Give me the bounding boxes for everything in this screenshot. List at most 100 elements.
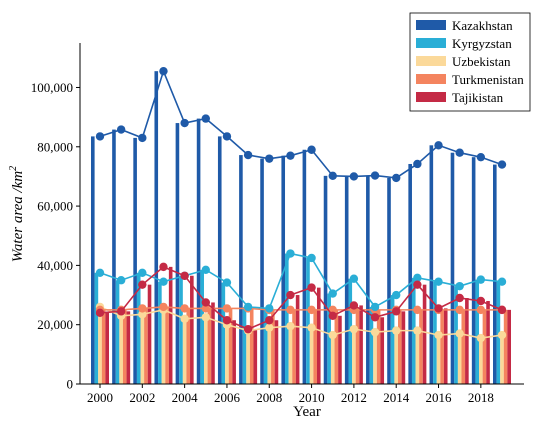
bar-tajikistan-2000 <box>105 312 109 384</box>
point-tajikistan-2008 <box>265 316 274 325</box>
y-axis-label-text: Water area /km <box>10 171 26 263</box>
point-tajikistan-2011 <box>328 311 337 320</box>
bar-kyrgyzstan-2003 <box>158 281 162 384</box>
bar-tajikistan-2018 <box>486 300 490 384</box>
bar-kyrgyzstan-2014 <box>390 295 395 384</box>
point-kyrgyzstan-2016 <box>434 277 443 286</box>
line-kazakhstan <box>99 68 503 179</box>
bar-turkmenistan-2005 <box>207 308 212 384</box>
bar-uzbekistan-2006 <box>225 324 229 384</box>
point-turkmenistan-2002 <box>138 304 147 313</box>
point-kyrgyzstan-2018 <box>476 275 486 284</box>
point-kyrgyzstan-2012 <box>349 274 359 283</box>
bar-turkmenistan-2002 <box>144 308 148 384</box>
point-kazakhstan-2019 <box>497 160 507 169</box>
point-uzbekistan-2009 <box>286 321 295 331</box>
legend-label-uzbekistan: Uzbekistan <box>452 54 511 69</box>
bar-tajikistan-2015 <box>422 284 427 384</box>
bar-kyrgyzstan-2002 <box>136 272 141 384</box>
series-line-kazakhstan <box>95 66 507 183</box>
y-tick-label: 40,000 <box>37 258 73 273</box>
bar-turkmenistan-2003 <box>165 306 169 384</box>
bar-kyrgyzstan-2011 <box>327 293 331 384</box>
point-uzbekistan-2002 <box>138 310 147 319</box>
point-tajikistan-2013 <box>370 313 380 322</box>
bar-tajikistan-2012 <box>359 305 363 384</box>
point-tajikistan-2009 <box>286 290 295 300</box>
bar-kazakhstan-2016 <box>429 145 434 384</box>
bar-turkmenistan-2017 <box>461 309 466 384</box>
point-kazakhstan-2003 <box>159 66 168 76</box>
bar-uzbekistan-2017 <box>457 333 462 384</box>
point-kyrgyzstan-2007 <box>243 302 253 312</box>
bar-kazakhstan-2002 <box>133 137 137 384</box>
legend-swatch-uzbekistan <box>416 56 446 66</box>
bar-uzbekistan-2008 <box>267 327 272 384</box>
legend-label-kyrgyzstan: Kyrgyzstan <box>452 36 512 51</box>
point-kyrgyzstan-2011 <box>328 289 337 298</box>
bar-kazakhstan-2013 <box>366 175 370 384</box>
bar-uzbekistan-2011 <box>330 335 335 384</box>
bar-tajikistan-2001 <box>126 311 131 384</box>
point-turkmenistan-2015 <box>413 305 422 315</box>
point-uzbekistan-2010 <box>307 323 316 332</box>
bar-kyrgyzstan-2018 <box>475 279 480 384</box>
bar-kyrgyzstan-2016 <box>433 281 437 384</box>
y-axis-label-superscript: 2 <box>8 166 19 171</box>
point-kazakhstan-2017 <box>455 148 464 157</box>
bar-kyrgyzstan-2001 <box>115 280 120 384</box>
point-kazakhstan-2006 <box>222 132 232 141</box>
y-tick-label: 20,000 <box>37 317 73 332</box>
bar-kyrgyzstan-2019 <box>496 281 501 384</box>
point-kazakhstan-2013 <box>370 171 380 180</box>
point-kyrgyzstan-2010 <box>307 253 316 263</box>
bar-turkmenistan-2016 <box>440 309 444 384</box>
bar-turkmenistan-2010 <box>313 309 317 384</box>
point-kazakhstan-2009 <box>286 151 295 160</box>
point-uzbekistan-2019 <box>497 330 507 340</box>
bar-turkmenistan-2013 <box>376 309 381 384</box>
x-tick-label: 2000 <box>87 390 113 405</box>
point-kazakhstan-2008 <box>265 154 274 163</box>
y-tick-label: 0 <box>67 377 74 392</box>
bar-kazakhstan-2010 <box>302 149 307 384</box>
bar-kyrgyzstan-2004 <box>179 275 183 384</box>
point-kazakhstan-2014 <box>392 173 401 183</box>
bar-turkmenistan-2019 <box>503 309 508 384</box>
bar-turkmenistan-2007 <box>249 308 254 384</box>
point-tajikistan-2019 <box>497 305 507 315</box>
x-tick-label: 2012 <box>341 390 367 405</box>
legend-swatch-kyrgyzstan <box>416 38 446 48</box>
x-tick-label: 2014 <box>383 390 410 405</box>
bar-turkmenistan-2000 <box>101 309 106 384</box>
point-kyrgyzstan-2015 <box>413 273 422 283</box>
bar-tajikistan-2006 <box>232 320 236 384</box>
x-axis-label: Year <box>293 404 321 420</box>
chart-marks <box>91 66 511 385</box>
point-tajikistan-2006 <box>222 316 232 325</box>
y-tick-label: 100,000 <box>31 80 73 95</box>
point-turkmenistan-2017 <box>455 305 464 315</box>
series-line-kyrgyzstan <box>95 249 507 313</box>
bar-uzbekistan-2009 <box>288 326 293 384</box>
series-bars-uzbekistan <box>98 306 504 384</box>
legend-label-tajikistan: Tajikistan <box>452 90 504 105</box>
point-tajikistan-2017 <box>455 293 464 303</box>
bar-uzbekistan-2012 <box>352 329 356 384</box>
bar-tajikistan-2005 <box>211 302 215 384</box>
x-tick-label: 2016 <box>426 390 453 405</box>
point-kyrgyzstan-2005 <box>201 265 210 275</box>
point-kyrgyzstan-2001 <box>116 276 126 285</box>
bar-uzbekistan-2018 <box>479 338 483 384</box>
point-kazakhstan-2004 <box>180 118 189 128</box>
point-turkmenistan-2003 <box>159 302 168 312</box>
bar-kazakhstan-2000 <box>91 136 95 384</box>
point-turkmenistan-2004 <box>180 304 189 313</box>
bar-kyrgyzstan-2012 <box>348 278 353 384</box>
bar-turkmenistan-2015 <box>419 309 423 384</box>
bar-tajikistan-2019 <box>507 309 511 384</box>
point-kazakhstan-2002 <box>138 133 147 143</box>
bar-kazakhstan-2008 <box>260 158 264 384</box>
point-tajikistan-2002 <box>138 280 147 289</box>
